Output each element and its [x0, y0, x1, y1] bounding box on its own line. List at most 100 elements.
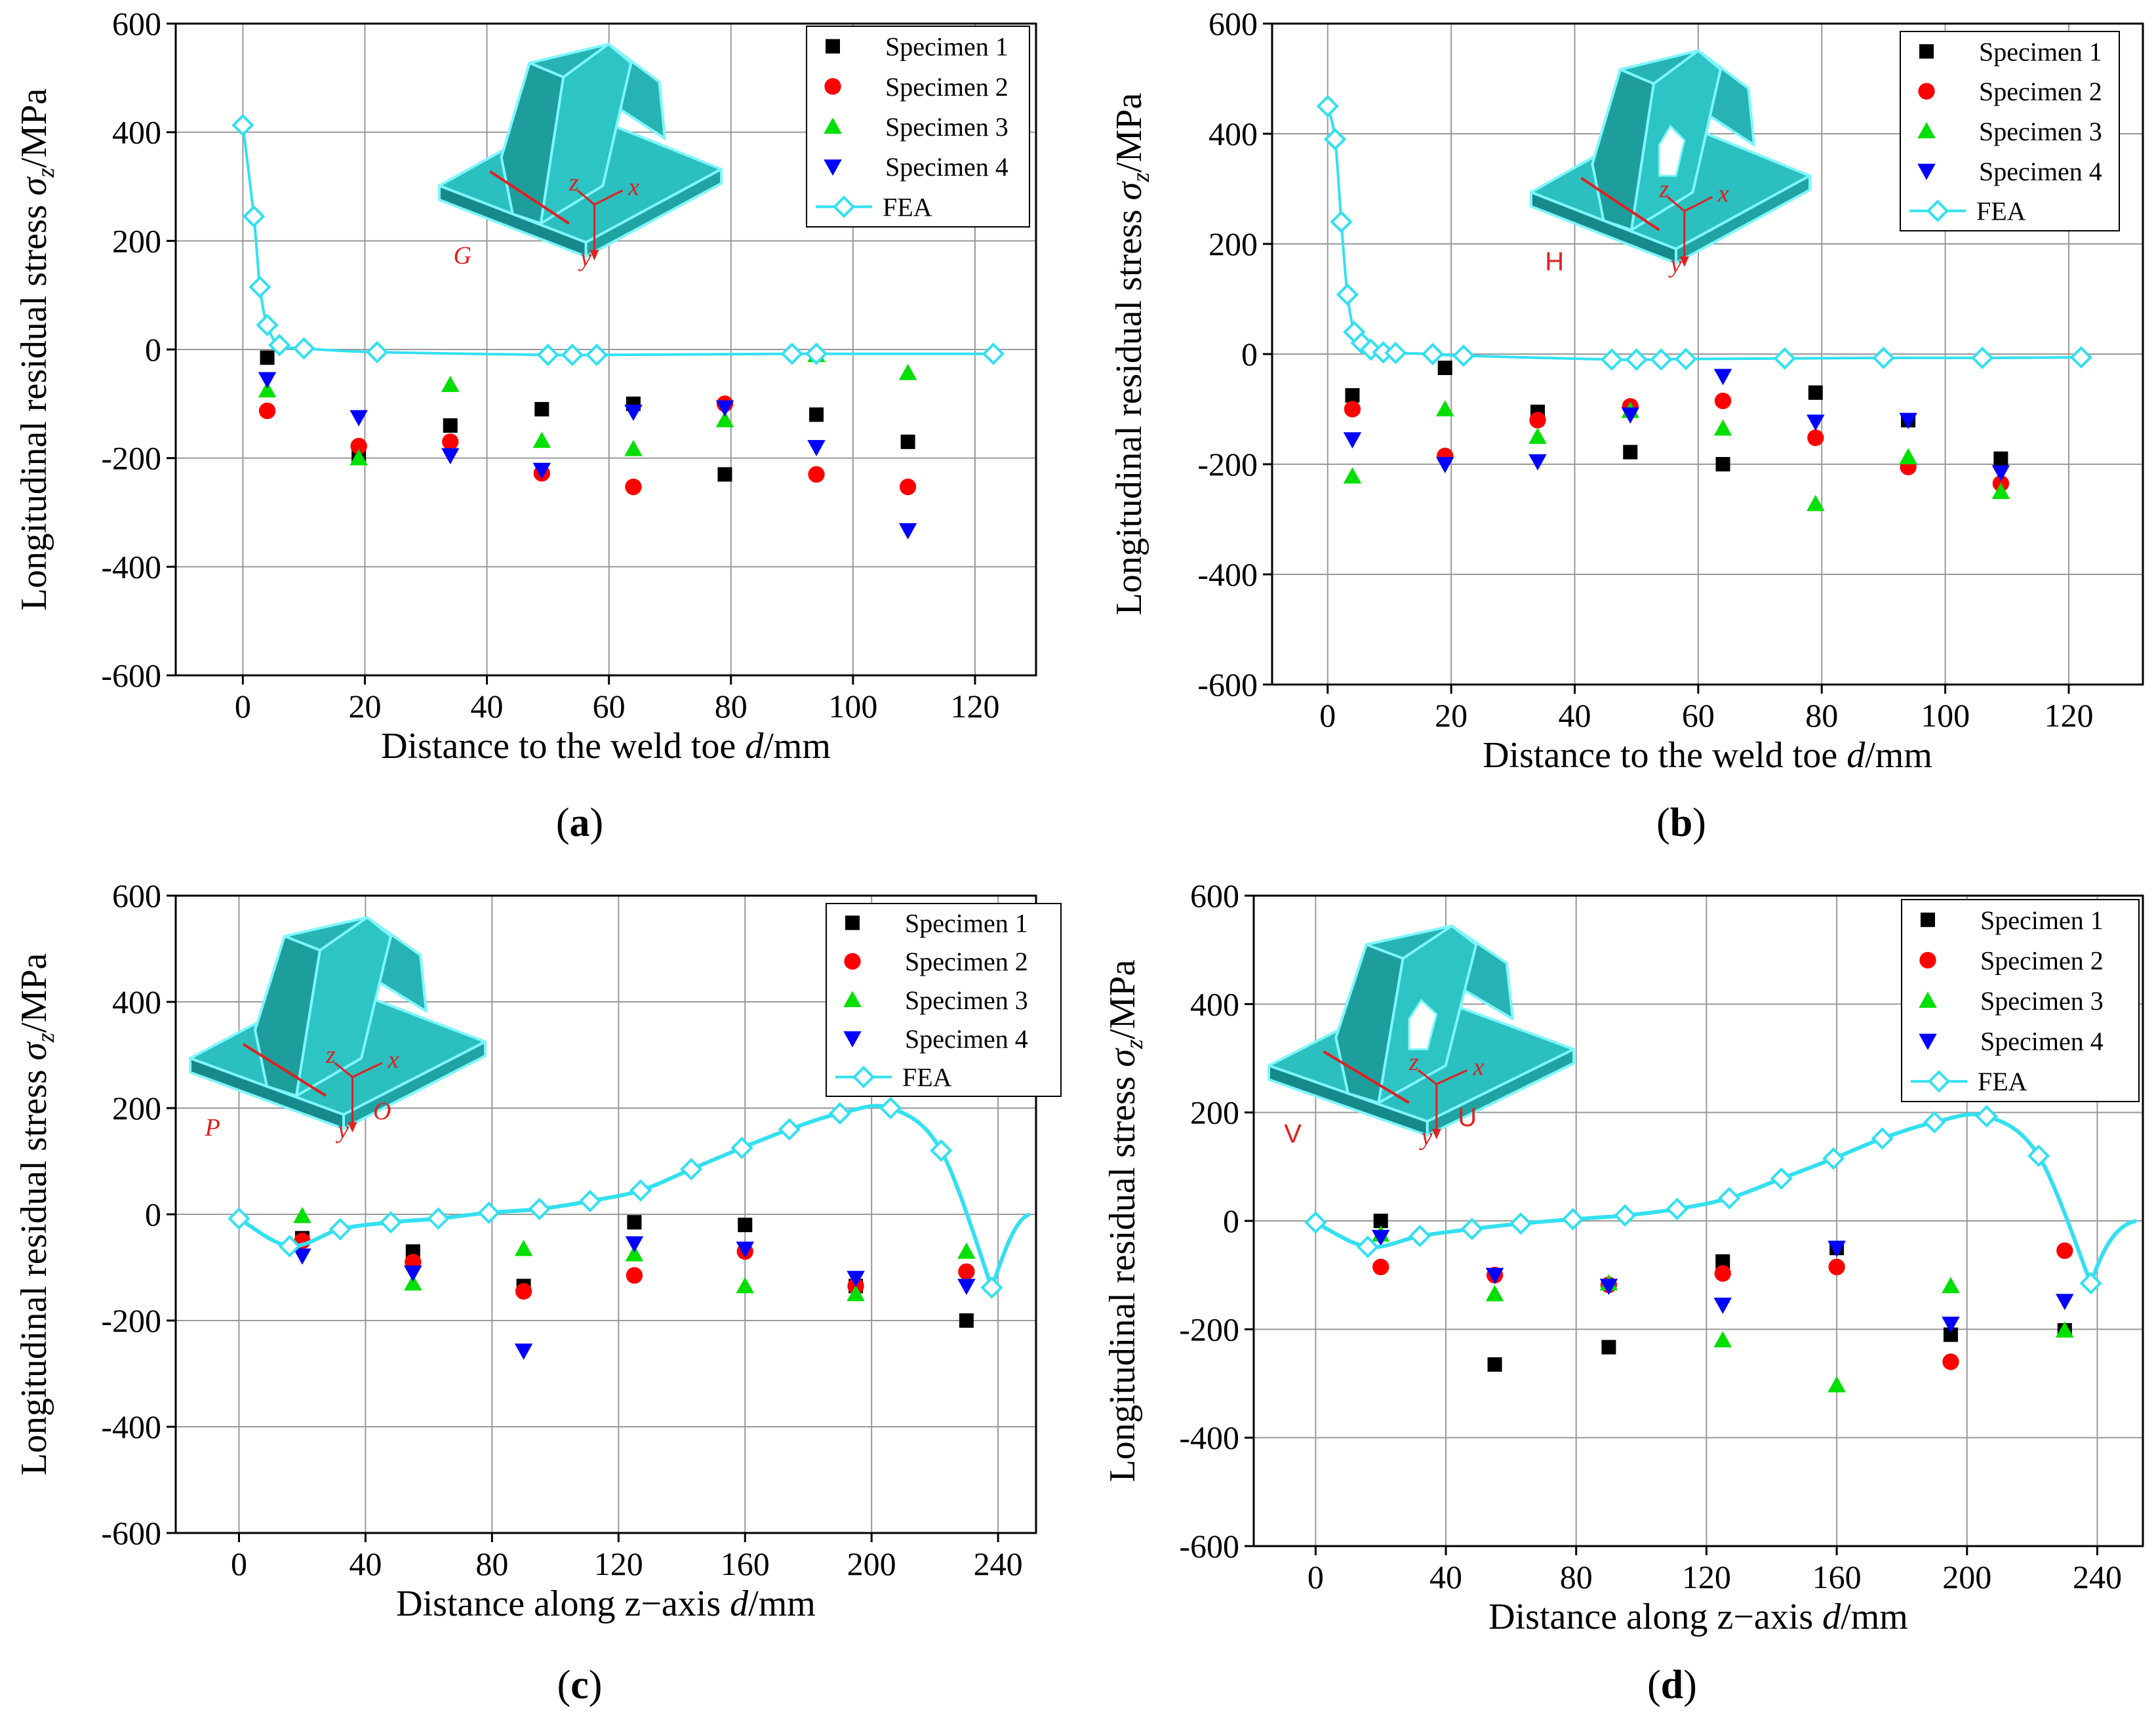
fea-point	[980, 1276, 1003, 1299]
x-tick-label: 200	[847, 1545, 896, 1582]
legend-marker	[844, 953, 861, 970]
y-tick-label: 400	[112, 984, 161, 1020]
data-point	[1807, 494, 1825, 511]
data-point	[898, 523, 917, 540]
inset-label-x: x	[1473, 1053, 1485, 1081]
fea-point	[329, 1218, 351, 1241]
plot-border	[1271, 22, 2144, 686]
legend-marker	[1919, 991, 1937, 1008]
inset-label-v: V	[1284, 1119, 1302, 1148]
data-point	[1343, 432, 1362, 448]
data-point	[2056, 1294, 2074, 1311]
data-point	[625, 1245, 644, 1262]
legend-marker	[1926, 199, 1949, 222]
legend-label: Specimen 2	[885, 72, 1008, 102]
inset-label-p: P	[205, 1114, 220, 1142]
series-specimen-4	[293, 1236, 976, 1360]
specimen-inset: Hz x y	[1530, 49, 1811, 279]
fea-point	[256, 313, 279, 336]
y-tick-label: 400	[112, 114, 161, 151]
y-tick-label: 200	[112, 1090, 161, 1126]
y-tick-label: -600	[101, 1515, 161, 1551]
legend-marker	[826, 39, 840, 54]
legend-marker	[843, 991, 862, 1007]
y-tick-label: 200	[112, 222, 161, 259]
legend-marker	[1927, 1070, 1951, 1093]
y-tick-label: -600	[1179, 1528, 1239, 1564]
data-point	[260, 350, 275, 365]
data-point	[1345, 388, 1360, 403]
fea-point	[1975, 1105, 1998, 1128]
x-tick-label: 240	[974, 1545, 1023, 1582]
fea-point	[536, 344, 559, 367]
legend-label: FEA	[1978, 1067, 2027, 1096]
fea-point	[1384, 342, 1407, 365]
series-fea	[1304, 1105, 2137, 1295]
y-tick-label: 0	[145, 331, 161, 368]
chart-panel-4: 0 40 80 120 160 200 240 -600 -400 -200 0 200 400 600 L…	[1102, 877, 2144, 1707]
data-point	[715, 410, 734, 428]
data-point	[1828, 1258, 1845, 1275]
y-tick-label: -400	[101, 1408, 161, 1445]
fea-point	[1923, 1111, 1946, 1134]
fea-point	[231, 113, 254, 137]
data-point	[1808, 385, 1823, 400]
inset-label-z: z	[1408, 1048, 1419, 1076]
data-point	[1485, 1284, 1504, 1302]
series-specimen-2	[258, 395, 917, 496]
fea-point	[1323, 128, 1347, 151]
inset-axis-y-arrow	[589, 250, 599, 261]
data-point	[1713, 1298, 1732, 1314]
fea-point	[379, 1211, 403, 1234]
x-tick-label: 60	[593, 688, 626, 725]
legend-box	[1900, 31, 2120, 231]
data-point	[1899, 412, 1917, 429]
data-point	[404, 1274, 422, 1291]
x-tick-label: 0	[235, 688, 251, 725]
data-point	[900, 434, 915, 449]
inset-label-z: z	[1659, 175, 1669, 203]
fea-point	[249, 275, 271, 298]
y-tick-label: 600	[1190, 877, 1239, 914]
legend-label: Specimen 4	[1979, 157, 2102, 186]
x-tick-label: 200	[1942, 1559, 1991, 1595]
legend-box	[1901, 899, 2140, 1102]
legend-label: Specimen 3	[1979, 117, 2102, 146]
data-point	[625, 478, 642, 496]
inset-axis-x	[1684, 196, 1713, 212]
panel-caption: (b)	[1656, 801, 1706, 845]
data-point	[1713, 368, 1732, 386]
data-point	[717, 467, 732, 482]
inset-axis-y-arrow	[348, 1122, 357, 1133]
data-point	[1528, 454, 1547, 471]
data-point	[1344, 401, 1361, 418]
data-point	[1807, 414, 1825, 431]
chart-panel-1: 0 20 40 60 80 100 120 -600 -400 -200 0 200 400 600 Lon…	[14, 5, 1037, 845]
fea-point	[1871, 1127, 1894, 1150]
y-tick-label: 200	[1208, 226, 1258, 262]
fea-line-tail	[2088, 1219, 2137, 1284]
fea-point	[879, 1096, 902, 1120]
x-axis-label: Distance along z−axis d/mm	[396, 1583, 816, 1624]
fea-point	[930, 1139, 953, 1162]
data-point	[624, 405, 643, 422]
inset-label-y: y	[578, 245, 591, 272]
inset-label-x: x	[1717, 180, 1729, 208]
legend-label: Specimen 2	[905, 947, 1028, 976]
data-point	[738, 1218, 753, 1233]
data-point	[1943, 1327, 1958, 1342]
inset-axis-z	[1667, 196, 1685, 212]
data-point	[2056, 1242, 2073, 1260]
data-point	[258, 381, 277, 398]
inset-label-x: x	[388, 1046, 399, 1073]
data-point	[957, 1242, 976, 1259]
panel-caption: (c)	[557, 1663, 603, 1707]
legend-marker	[1918, 83, 1935, 100]
y-tick-label: -200	[1179, 1311, 1239, 1347]
x-axis-label: Distance to the weld toe d/mm	[381, 726, 831, 766]
fea-point	[1614, 1204, 1637, 1227]
data-point	[959, 1313, 974, 1328]
y-axis-label: Longitudinal residual stress σz/MPa	[14, 88, 60, 610]
x-tick-label: 0	[231, 1545, 247, 1582]
fea-point	[1330, 210, 1353, 233]
